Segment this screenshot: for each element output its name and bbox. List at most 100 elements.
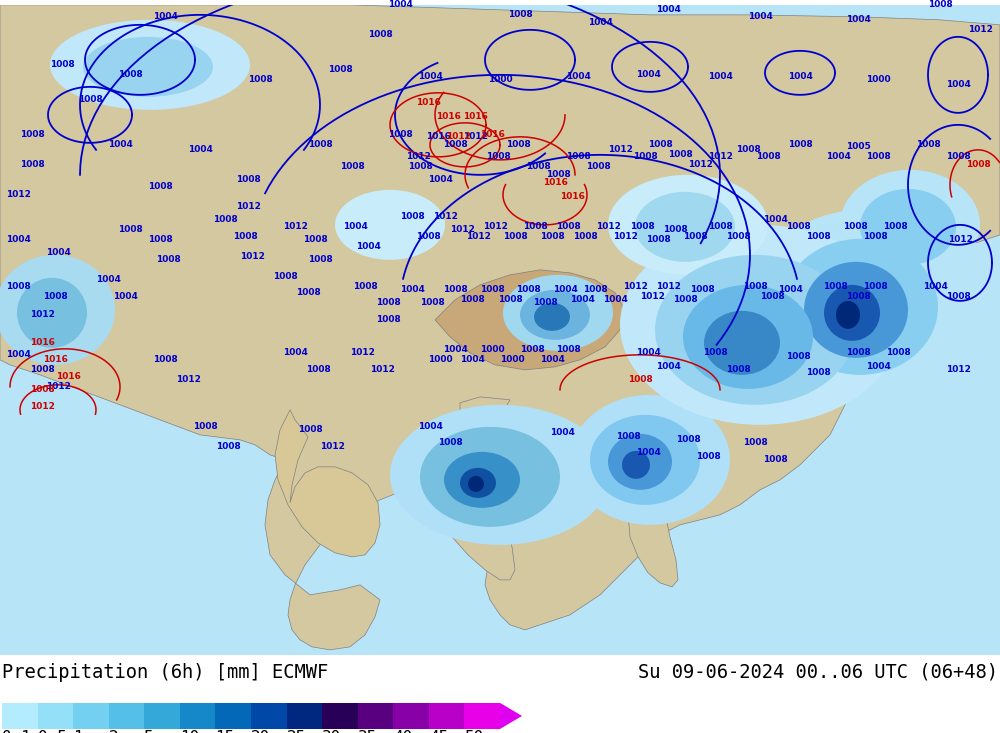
Text: 1012: 1012 [446,133,470,141]
Text: 1012: 1012 [656,282,680,291]
Text: 1004: 1004 [550,428,574,438]
Text: 1008: 1008 [78,95,102,104]
Text: 1008: 1008 [673,295,697,304]
Bar [73,703,109,729]
Text: 1012: 1012 [240,252,264,262]
Text: 1016: 1016 [43,356,67,364]
Ellipse shape [335,190,445,260]
Text: 1004: 1004 [588,18,612,27]
Text: 1004: 1004 [153,12,177,21]
Text: 1008: 1008 [846,348,870,358]
Text: 1008: 1008 [148,235,172,244]
Text: 1008: 1008 [726,365,750,375]
Ellipse shape [460,468,496,498]
Text: 1004: 1004 [460,356,484,364]
Text: 1004: 1004 [443,345,467,354]
Text: 1008: 1008 [340,162,364,172]
Ellipse shape [804,262,908,358]
Text: 1008: 1008 [760,292,784,301]
Text: 1004: 1004 [946,81,970,89]
Text: 1008: 1008 [503,232,527,241]
Text: 25: 25 [287,730,306,733]
Text: 1004: 1004 [603,295,627,304]
Text: 1008: 1008 [526,162,550,172]
Text: 1008: 1008 [646,235,670,244]
Text: Precipitation (6h) [mm] ECMWF: Precipitation (6h) [mm] ECMWF [2,663,328,682]
Bar [144,703,180,729]
Bar [464,703,500,729]
Text: 1008: 1008 [866,152,890,161]
Text: 1008: 1008 [916,140,940,150]
Polygon shape [438,397,515,580]
Text: 1008: 1008 [216,442,240,452]
Bar [2,703,38,729]
Polygon shape [852,267,888,337]
Text: 1012: 1012 [613,232,637,241]
Text: 1008: 1008 [508,10,532,19]
Text: 0.5: 0.5 [38,730,66,733]
Bar [393,703,429,729]
Text: 1008: 1008 [668,150,692,159]
Ellipse shape [17,278,87,348]
Polygon shape [908,225,950,295]
Text: 1000: 1000 [500,356,524,364]
Text: 1008: 1008 [648,140,672,150]
Text: 1008: 1008 [193,422,217,431]
Text: 1004: 1004 [283,348,307,358]
Bar [322,703,358,729]
Text: 1012: 1012 [350,348,374,358]
Text: 1016: 1016 [543,178,567,188]
Text: 1008: 1008 [516,285,540,295]
Text: 1008: 1008 [420,298,444,307]
Text: 1008: 1008 [788,140,812,150]
Ellipse shape [503,275,613,351]
Text: 1004: 1004 [6,235,30,244]
Ellipse shape [420,427,560,527]
Text: 1012: 1012 [596,222,620,232]
Text: 1016: 1016 [480,130,504,139]
Ellipse shape [704,311,780,375]
Polygon shape [500,703,522,729]
Ellipse shape [683,285,813,388]
Text: 1008: 1008 [703,348,727,358]
Text: 1012: 1012 [320,442,344,452]
Text: 1008: 1008 [863,282,887,291]
Text: 1008: 1008 [388,130,412,139]
Text: 1008: 1008 [556,345,580,354]
Text: 1008: 1008 [886,348,910,358]
Text: 1004: 1004 [570,295,594,304]
Bar [251,703,287,729]
Text: 1008: 1008 [498,295,522,304]
Text: 1004: 1004 [188,145,212,155]
Text: 1000: 1000 [488,75,512,84]
Text: 1008: 1008 [883,222,907,232]
Ellipse shape [840,170,980,280]
Text: 1008: 1008 [376,298,400,307]
Ellipse shape [468,476,484,492]
Polygon shape [628,440,678,587]
Text: 1008: 1008 [308,255,332,265]
Text: 1008: 1008 [118,70,142,79]
Text: 1012: 1012 [708,152,732,161]
Text: 1008: 1008 [400,213,424,221]
Polygon shape [275,410,380,557]
Text: 1004: 1004 [778,285,802,295]
Text: 1008: 1008 [663,225,687,235]
Text: 1012: 1012 [6,191,30,199]
Text: 1012: 1012 [370,365,394,375]
Ellipse shape [390,405,610,545]
Text: 30: 30 [322,730,341,733]
Text: 1008: 1008 [523,222,547,232]
Text: 1012: 1012 [948,235,972,244]
Text: 1012: 1012 [483,222,507,232]
Text: 1008: 1008 [443,140,467,150]
Text: 1008: 1008 [376,315,400,324]
Text: 50: 50 [464,730,484,733]
Text: Su 09-06-2024 00..06 UTC (06+48): Su 09-06-2024 00..06 UTC (06+48) [638,663,998,682]
Text: 1004: 1004 [400,285,424,295]
Text: 1008: 1008 [743,282,767,291]
Text: 1004: 1004 [636,449,660,457]
Text: 1008: 1008 [486,152,510,161]
Text: 1008: 1008 [248,75,272,84]
Ellipse shape [83,37,213,97]
